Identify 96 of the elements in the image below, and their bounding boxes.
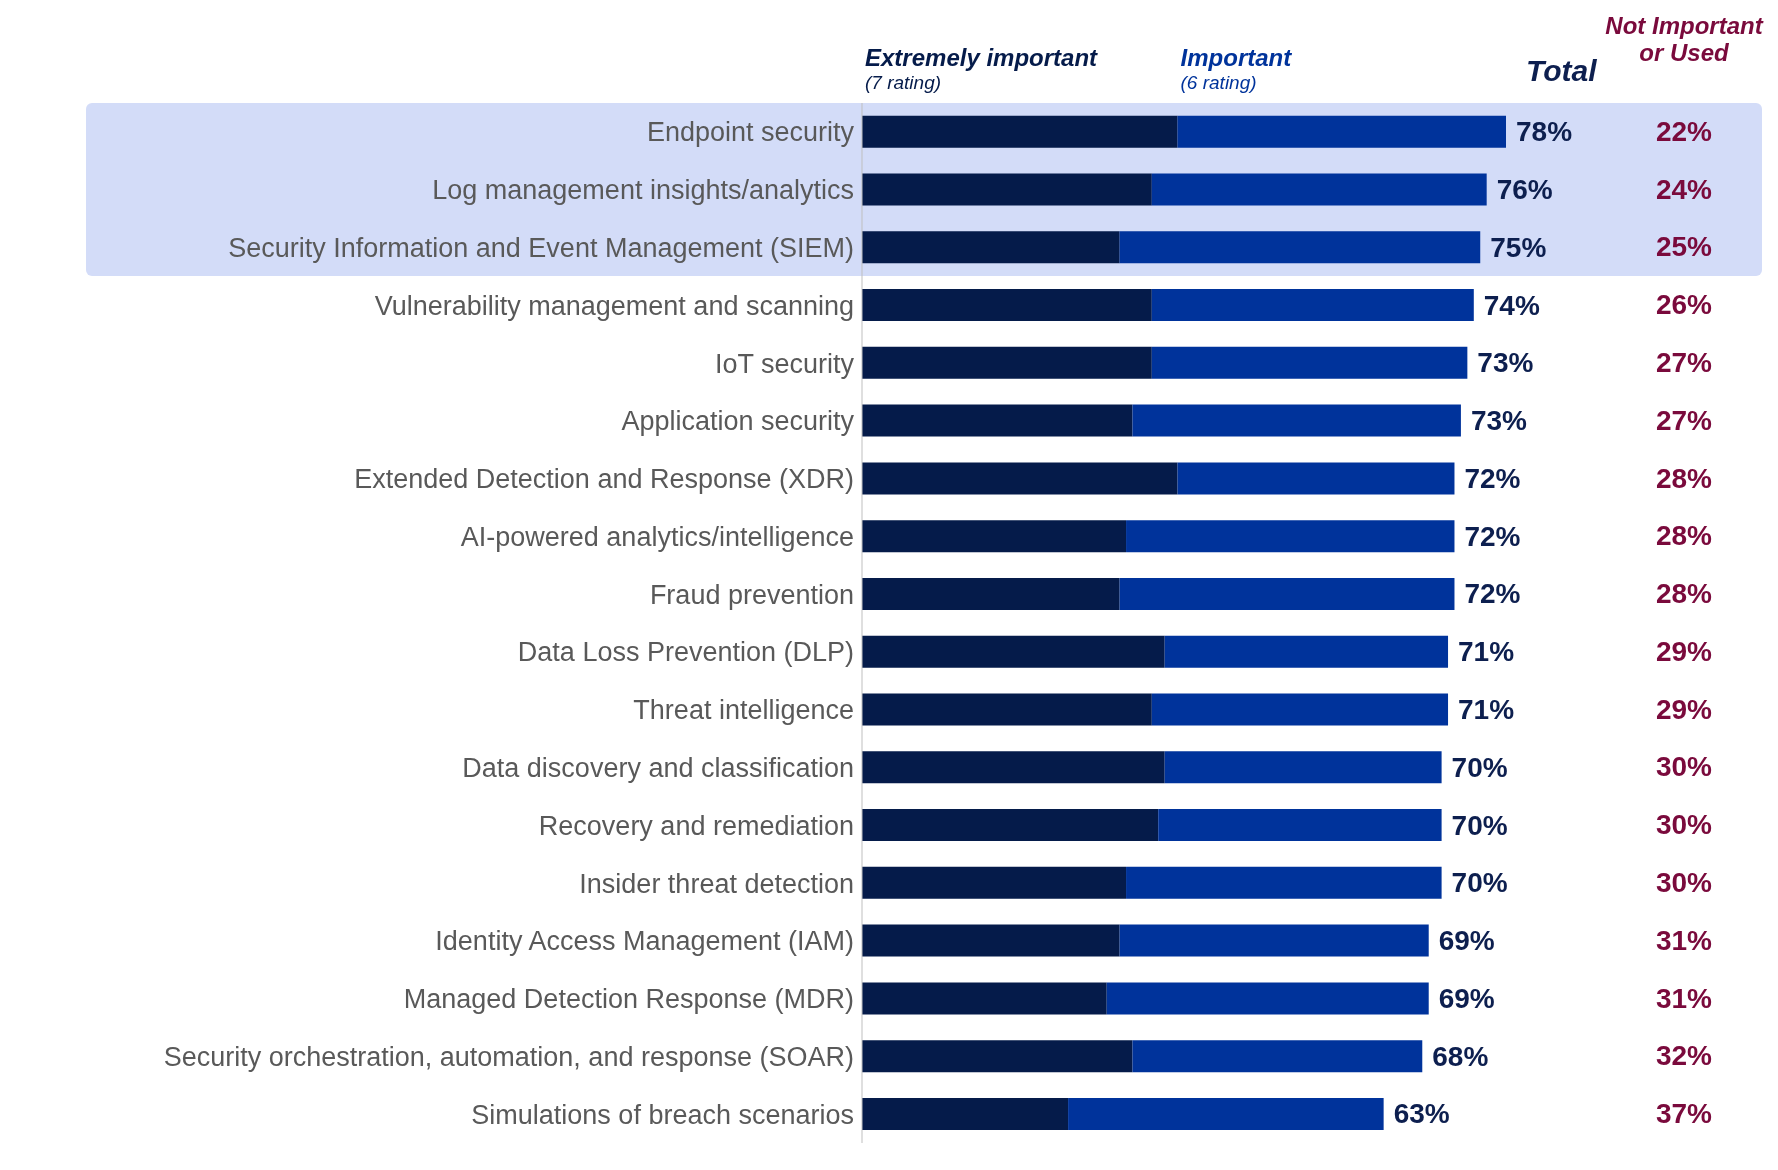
bar [862, 924, 1120, 957]
annotation: 71% [1458, 636, 1515, 668]
bar [1151, 289, 1474, 322]
annotation: 68% [1432, 1040, 1489, 1072]
text: 29% [1654, 693, 1713, 726]
bar [862, 462, 1178, 495]
bar [1164, 751, 1442, 784]
series-label: Extremely important [865, 44, 1098, 72]
text: 37% [1654, 1098, 1713, 1131]
annotation: 72% [1464, 520, 1521, 552]
bar [1119, 231, 1481, 264]
bar [1164, 635, 1449, 668]
bar [1158, 809, 1442, 842]
text: 28% [1654, 520, 1713, 553]
bar [1177, 115, 1506, 148]
bar [1119, 924, 1429, 957]
bar [862, 115, 1178, 148]
bar [1151, 346, 1468, 379]
bar [862, 751, 1165, 784]
annotation: 73% [1477, 347, 1534, 379]
y-tick-label: Simulations of breach scenarios [471, 1099, 854, 1130]
y-tick-label: Application security [621, 406, 855, 437]
annotation: 73% [1470, 405, 1528, 437]
text: 25% [1654, 231, 1713, 264]
text: 30% [1654, 809, 1713, 842]
bar [862, 809, 1159, 842]
annotation: 72% [1464, 578, 1521, 610]
annotation: 70% [1451, 809, 1508, 841]
y-tick-label: Insider threat detection [579, 868, 854, 899]
text: 28% [1654, 578, 1713, 611]
annotation: 72% [1464, 462, 1521, 494]
y-tick-label: Recovery and remediation [538, 810, 854, 841]
bar [862, 289, 1152, 322]
y-tick-label: Data Loss Prevention (DLP) [517, 637, 854, 668]
bar [862, 635, 1165, 668]
bar [862, 982, 1107, 1015]
bar [1132, 404, 1461, 437]
text: (6 rating) [1180, 72, 1258, 94]
bar [862, 346, 1152, 379]
annotation: 70% [1451, 867, 1508, 899]
y-tick-label: Identity Access Management (IAM) [435, 926, 854, 957]
text: 27% [1654, 347, 1713, 379]
annotation: 76% [1496, 173, 1553, 205]
text: 28% [1654, 462, 1713, 495]
text: 31% [1654, 982, 1713, 1015]
annotation: 69% [1438, 982, 1495, 1014]
bar [1151, 693, 1449, 726]
y-tick-label: Fraud prevention [649, 579, 854, 610]
text: 30% [1654, 751, 1713, 784]
y-tick-label: Extended Detection and Response (XDR) [354, 464, 854, 495]
annotation: 71% [1458, 693, 1515, 725]
text: Not Important or Used [1604, 12, 1764, 66]
bar [862, 1097, 1069, 1130]
text: 78% [1516, 116, 1573, 148]
bar [1068, 1097, 1384, 1130]
annotation: 63% [1393, 1098, 1450, 1130]
y-tick-label: Log management insights/analytics [432, 175, 854, 206]
bar [1126, 520, 1455, 553]
bar [1119, 577, 1455, 610]
text: 24% [1654, 173, 1713, 206]
bar [862, 866, 1127, 899]
bar [1106, 982, 1429, 1015]
bar [862, 693, 1152, 726]
y-tick-label: Threat intelligence [633, 695, 854, 726]
text: 30% [1654, 867, 1713, 899]
series-label: Important [1180, 44, 1292, 72]
bar [1177, 462, 1455, 495]
text: Total [1526, 54, 1597, 88]
y-tick-label: Security orchestration, automation, and response (SOAR) [163, 1041, 854, 1072]
text: (7 rating) [865, 72, 943, 94]
y-tick-label: Security Information and Event Management (SIEM) [228, 233, 854, 264]
y-tick-label: AI-powered analytics/intelligence [460, 521, 854, 552]
annotation: 75% [1490, 231, 1547, 263]
text: 22% [1654, 115, 1713, 148]
y-tick-label: Data discovery and classification [462, 753, 854, 784]
y-tick-label: IoT security [714, 348, 855, 379]
annotation: 74% [1483, 289, 1540, 321]
y-tick-label: Managed Detection Response (MDR) [403, 984, 854, 1015]
bar [862, 173, 1152, 206]
bar [1151, 173, 1487, 206]
bar [1126, 866, 1442, 899]
annotation: 69% [1438, 925, 1495, 957]
y-tick-label: Endpoint security [646, 117, 855, 148]
bar [862, 577, 1120, 610]
text: 32% [1654, 1040, 1713, 1073]
y-tick-label: Vulnerability management and scanning [374, 290, 854, 321]
annotation: 70% [1451, 751, 1508, 783]
text: 29% [1654, 635, 1713, 668]
bar [862, 1040, 1133, 1073]
bar [1132, 1040, 1423, 1073]
bar [862, 231, 1120, 264]
text: 26% [1654, 289, 1713, 322]
bar [862, 520, 1127, 553]
text: 31% [1654, 924, 1713, 957]
text: 27% [1654, 404, 1713, 437]
bar [862, 404, 1133, 437]
